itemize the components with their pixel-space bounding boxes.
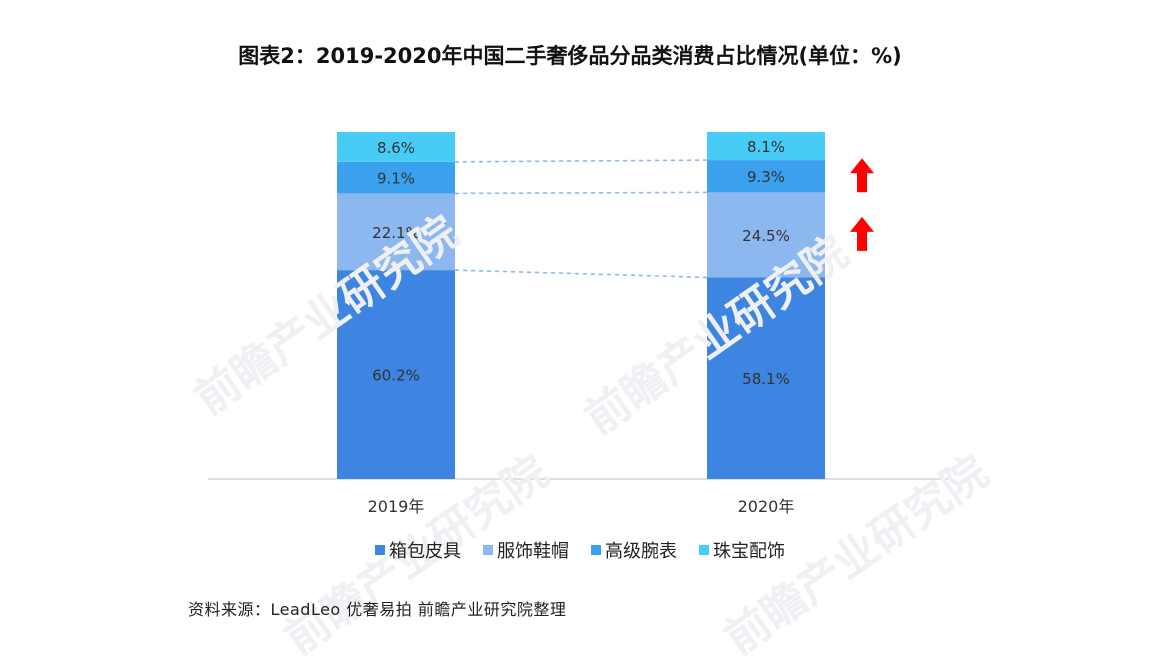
legend-item: 服饰鞋帽 — [483, 537, 569, 563]
data-label: 22.1% — [372, 224, 420, 242]
bar-segment — [707, 160, 825, 193]
legend-swatch — [375, 545, 385, 555]
bar-segment — [337, 161, 455, 194]
bar-segment — [337, 132, 455, 162]
legend-swatch — [483, 545, 493, 555]
increase-arrow-icon — [850, 158, 874, 193]
bar-segment — [337, 193, 455, 271]
source-note: 资料来源：LeadLeo 优奢易拍 前瞻产业研究院整理 — [188, 600, 567, 619]
x-tick-label: 2019年 — [368, 497, 425, 516]
bar-segment — [337, 270, 455, 479]
bar-segment — [707, 192, 825, 278]
legend-label: 箱包皮具 — [389, 541, 461, 562]
legend-swatch — [699, 545, 709, 555]
data-label: 8.6% — [377, 139, 415, 157]
data-label: 9.3% — [747, 168, 785, 186]
bar-segment — [707, 277, 825, 479]
data-label: 24.5% — [742, 227, 790, 245]
data-label: 8.1% — [747, 138, 785, 156]
x-tick-label: 2020年 — [738, 497, 795, 516]
increase-arrow-icon — [850, 216, 874, 251]
legend-item: 高级腕表 — [591, 537, 677, 563]
legend-item: 珠宝配饰 — [699, 537, 785, 563]
legend-item: 箱包皮具 — [375, 537, 461, 563]
legend-label: 服饰鞋帽 — [497, 541, 569, 562]
data-label: 9.1% — [377, 170, 415, 188]
connector-line — [454, 191, 708, 195]
legend-swatch — [591, 545, 601, 555]
legend-label: 高级腕表 — [605, 541, 677, 562]
connector-line — [454, 269, 708, 279]
chart-title: 图表2：2019-2020年中国二手奢侈品分品类消费占比情况(单位：%) — [238, 44, 902, 68]
data-label: 58.1% — [742, 370, 790, 388]
legend-label: 珠宝配饰 — [713, 541, 785, 562]
legend: 箱包皮具 服饰鞋帽 高级腕表 珠宝配饰 — [0, 537, 1160, 563]
bar-segment — [707, 132, 825, 161]
connector-line — [454, 159, 708, 163]
data-label: 60.2% — [372, 367, 420, 385]
